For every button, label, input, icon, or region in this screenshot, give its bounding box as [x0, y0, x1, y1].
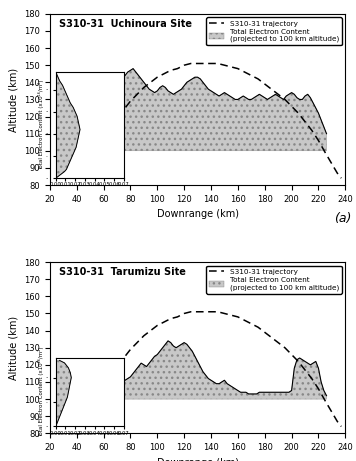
- Text: S310-31  Tarumizu Site: S310-31 Tarumizu Site: [59, 267, 185, 277]
- X-axis label: Downrange (km): Downrange (km): [157, 209, 239, 219]
- Text: (a): (a): [334, 213, 351, 225]
- Y-axis label: Altitude (km): Altitude (km): [9, 67, 19, 131]
- Text: S310-31  Uchinoura Site: S310-31 Uchinoura Site: [59, 19, 192, 29]
- Y-axis label: Altitude (km): Altitude (km): [9, 316, 19, 380]
- X-axis label: Downrange (km): Downrange (km): [157, 458, 239, 461]
- Legend: S310-31 trajectory, Total Electron Content
(projected to 100 km altitude): S310-31 trajectory, Total Electron Conte…: [206, 266, 342, 294]
- Legend: S310-31 trajectory, Total Electron Content
(projected to 100 km altitude): S310-31 trajectory, Total Electron Conte…: [206, 18, 342, 45]
